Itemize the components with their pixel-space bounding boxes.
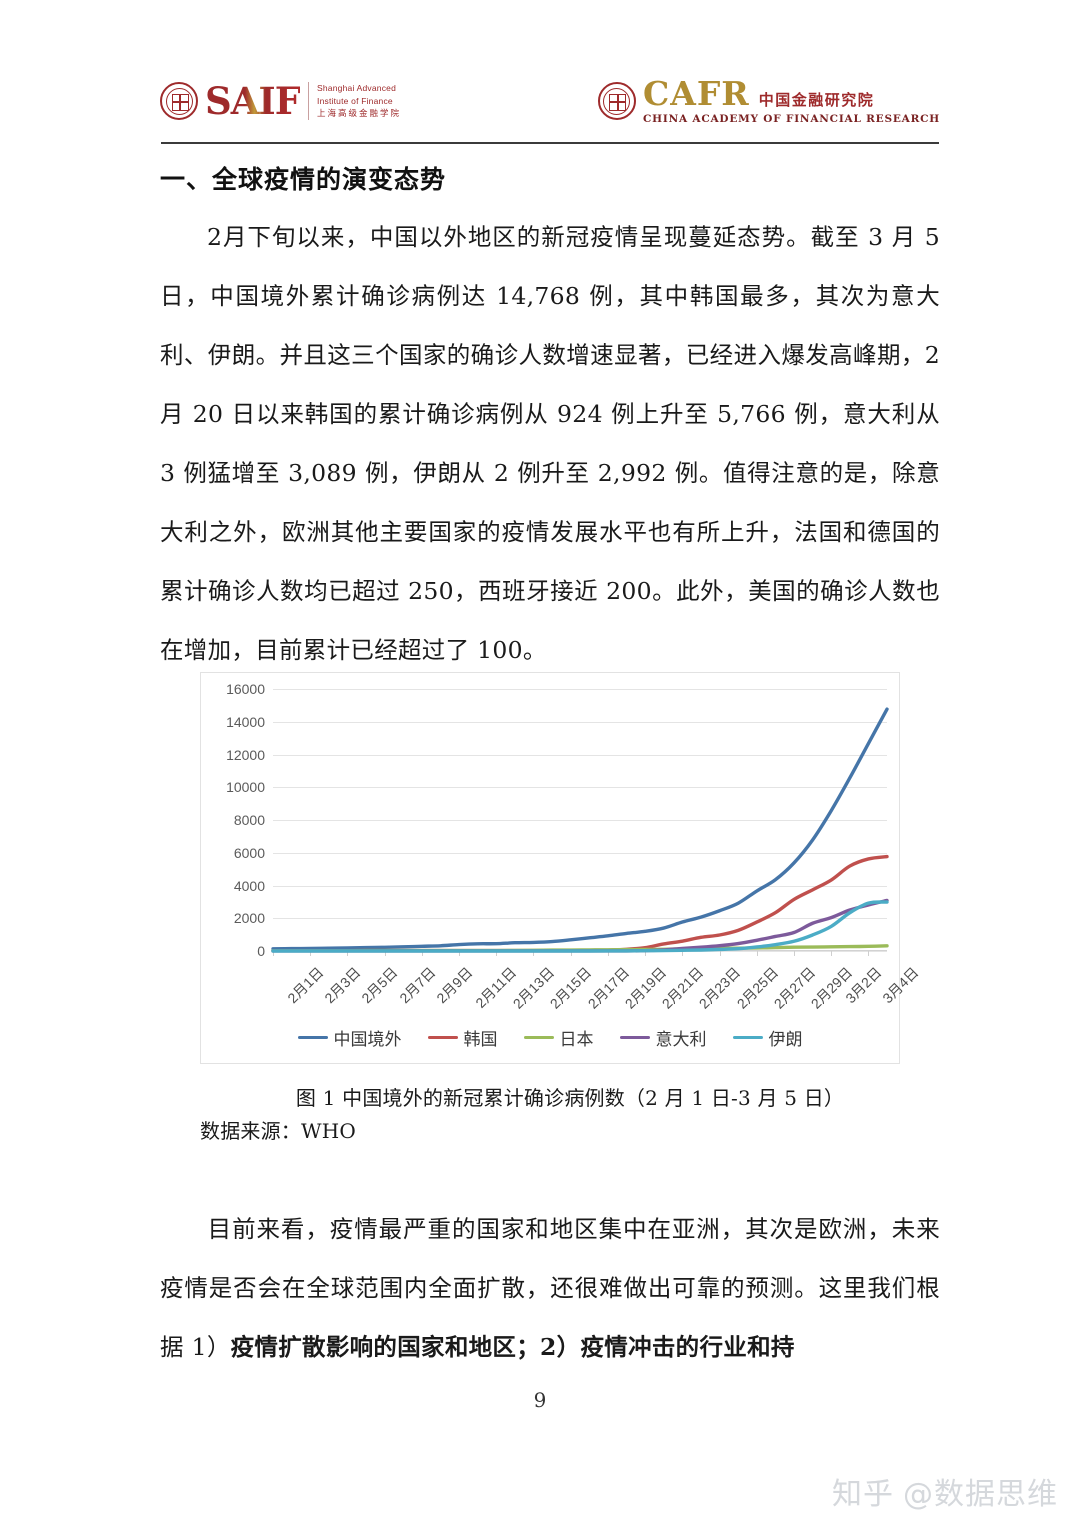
saif-subtitle-line2: Institute of Finance [317, 95, 393, 106]
y-axis-tick-label: 14000 [226, 713, 265, 730]
legend-color-swatch [523, 1035, 554, 1040]
saif-subtitle-line1: Shanghai Advanced [317, 82, 397, 93]
y-axis-tick-label: 0 [257, 943, 265, 959]
legend-label: 韩国 [463, 1030, 498, 1050]
cafr-primary-row: CAFR 中国金融研究院 [643, 77, 940, 110]
saif-logo: SAIF Shanghai Advanced Institute of Fina… [160, 78, 402, 123]
gridline [273, 754, 887, 756]
paragraph-one-text: 2月下旬以来，中国以外地区的新冠疫情呈现蔓延态势。截至 3 月 5 日，中国境外… [160, 223, 940, 664]
chart-series-lines [273, 689, 887, 951]
saif-subtitle-line3: 上海高级金融学院 [317, 108, 402, 119]
x-axis-tickmark [533, 951, 535, 956]
watermark: 知乎 @数据思维 [832, 1469, 1058, 1513]
x-axis-tickmark [682, 951, 684, 956]
series-line [273, 709, 887, 949]
legend-label: 日本 [559, 1030, 594, 1050]
x-axis-tickmark [347, 951, 349, 956]
watermark-handle: @数据思维 [903, 1477, 1058, 1512]
saif-seal-icon [160, 82, 198, 120]
cafr-wordmark: CAFR [642, 74, 750, 113]
cafr-seal-icon [597, 82, 636, 120]
page-header: SAIF Shanghai Advanced Institute of Fina… [160, 62, 940, 140]
x-axis-tickmark [384, 951, 386, 956]
paragraph-one: 2月下旬以来，中国以外地区的新冠疫情呈现蔓延态势。截至 3 月 5 日，中国境外… [160, 208, 940, 680]
x-axis-tick-label: 2月3日 [321, 964, 364, 1007]
x-axis-tickmark [756, 951, 758, 956]
x-axis-tick-label: 2月5日 [358, 964, 401, 1007]
legend-color-swatch [619, 1035, 650, 1040]
saif-subtitle: Shanghai Advanced Institute of Finance 上… [308, 81, 402, 121]
x-axis-tickmark [868, 951, 870, 956]
x-axis-tickmark [645, 951, 647, 956]
x-axis-tickmark [310, 951, 312, 956]
legend-item[interactable]: 中国境外 [297, 1025, 402, 1050]
figure-source: 数据来源：WHO [200, 1119, 356, 1143]
chart-legend: 中国境外 韩国 日本 意大利 伊朗 [201, 1025, 899, 1050]
gridline [273, 787, 887, 789]
x-axis-tick-label: 2月23日 [695, 964, 744, 1012]
figure-caption: 图 1 中国境外的新冠累计确诊病例数（2 月 1 日-3 月 5 日） [295, 1086, 845, 1110]
legend-label: 意大利 [655, 1030, 707, 1050]
series-line [273, 857, 887, 951]
y-axis-tick-label: 4000 [233, 877, 265, 894]
page-number: 9 [533, 1388, 547, 1412]
y-axis-tick-label: 6000 [233, 844, 265, 861]
x-axis-tick-label: 2月25日 [733, 964, 781, 1012]
gridline [273, 852, 887, 854]
legend-item[interactable]: 韩国 [427, 1025, 498, 1050]
series-line [273, 900, 887, 951]
section-heading: 一、全球疫情的演变态势 [160, 165, 447, 194]
legend-item[interactable]: 意大利 [619, 1025, 707, 1050]
saif-wordmark: SAIF [205, 78, 301, 123]
x-axis-tick-label: 2月15日 [547, 964, 595, 1012]
watermark-site: 知乎 [832, 1477, 894, 1512]
y-axis-tick-label: 8000 [233, 812, 265, 828]
y-axis-tick-label: 12000 [226, 746, 265, 763]
y-axis-tick-label: 2000 [233, 910, 265, 927]
legend-label: 中国境外 [333, 1030, 402, 1050]
gridline [273, 721, 887, 723]
x-axis-tickmark [496, 951, 498, 956]
x-axis-tickmark [831, 951, 833, 956]
gridline [273, 918, 887, 920]
x-axis-tickmark [607, 951, 609, 956]
cafr-english-name: CHINA ACADEMY OF FINANCIAL RESEARCH [642, 113, 940, 125]
legend-color-swatch [732, 1035, 763, 1040]
chart-x-axis-labels: 2月1日 2月3日 2月5日 2月7日 2月9日 2月11日 2月13日 2月15日 2月17日… [273, 957, 922, 1019]
paragraph-two-normal: 目前来看，疫情最严重的国家和地区集中在亚洲，其次是欧洲，未来疫情是否会在全球范围… [160, 1215, 940, 1361]
gridline [273, 820, 887, 821]
x-axis-tickmark [273, 951, 274, 956]
header-divider [161, 142, 939, 144]
x-axis-tickmark [570, 951, 572, 956]
legend-item[interactable]: 伊朗 [732, 1025, 803, 1050]
x-axis-tickmark [421, 951, 423, 956]
x-axis-tick-label: 3月4日 [879, 964, 922, 1007]
x-axis-tickmark [793, 951, 795, 956]
gridline [273, 689, 887, 690]
x-axis-tickmark [459, 951, 461, 956]
x-axis-tickmark [719, 951, 721, 956]
series-line [273, 902, 887, 951]
x-axis-tick-label: 2月7日 [395, 964, 439, 1007]
y-axis-tick-label: 10000 [226, 779, 265, 796]
chart-plot-area: 0 2000 4000 6000 8000 10000 12000 14000 16000 [226, 681, 887, 959]
legend-item[interactable]: 日本 [523, 1025, 594, 1050]
figure-chart: 0 2000 4000 6000 8000 10000 12000 14000 16000 2月… [200, 672, 922, 1064]
legend-color-swatch [297, 1035, 328, 1040]
x-axis-tick-label: 2月1日 [284, 964, 327, 1007]
cafr-chinese-name: 中国金融研究院 [758, 91, 875, 109]
legend-color-swatch [427, 1035, 458, 1040]
paragraph-two: 目前来看，疫情最严重的国家和地区集中在亚洲，其次是欧洲，未来疫情是否会在全球范围… [160, 1200, 940, 1377]
y-axis-tick-label: 16000 [226, 681, 265, 697]
cafr-logo: CAFR 中国金融研究院 CHINA ACADEMY OF FINANCIAL … [597, 77, 940, 125]
gridline [273, 885, 887, 887]
x-axis-tick-label: 2月9日 [433, 964, 476, 1007]
cafr-text-block: CAFR 中国金融研究院 CHINA ACADEMY OF FINANCIAL … [643, 77, 940, 125]
legend-label: 伊朗 [768, 1030, 803, 1050]
paragraph-two-bold: 疫情扩散影响的国家和地区；2）疫情冲击的行业和持 [230, 1333, 795, 1361]
